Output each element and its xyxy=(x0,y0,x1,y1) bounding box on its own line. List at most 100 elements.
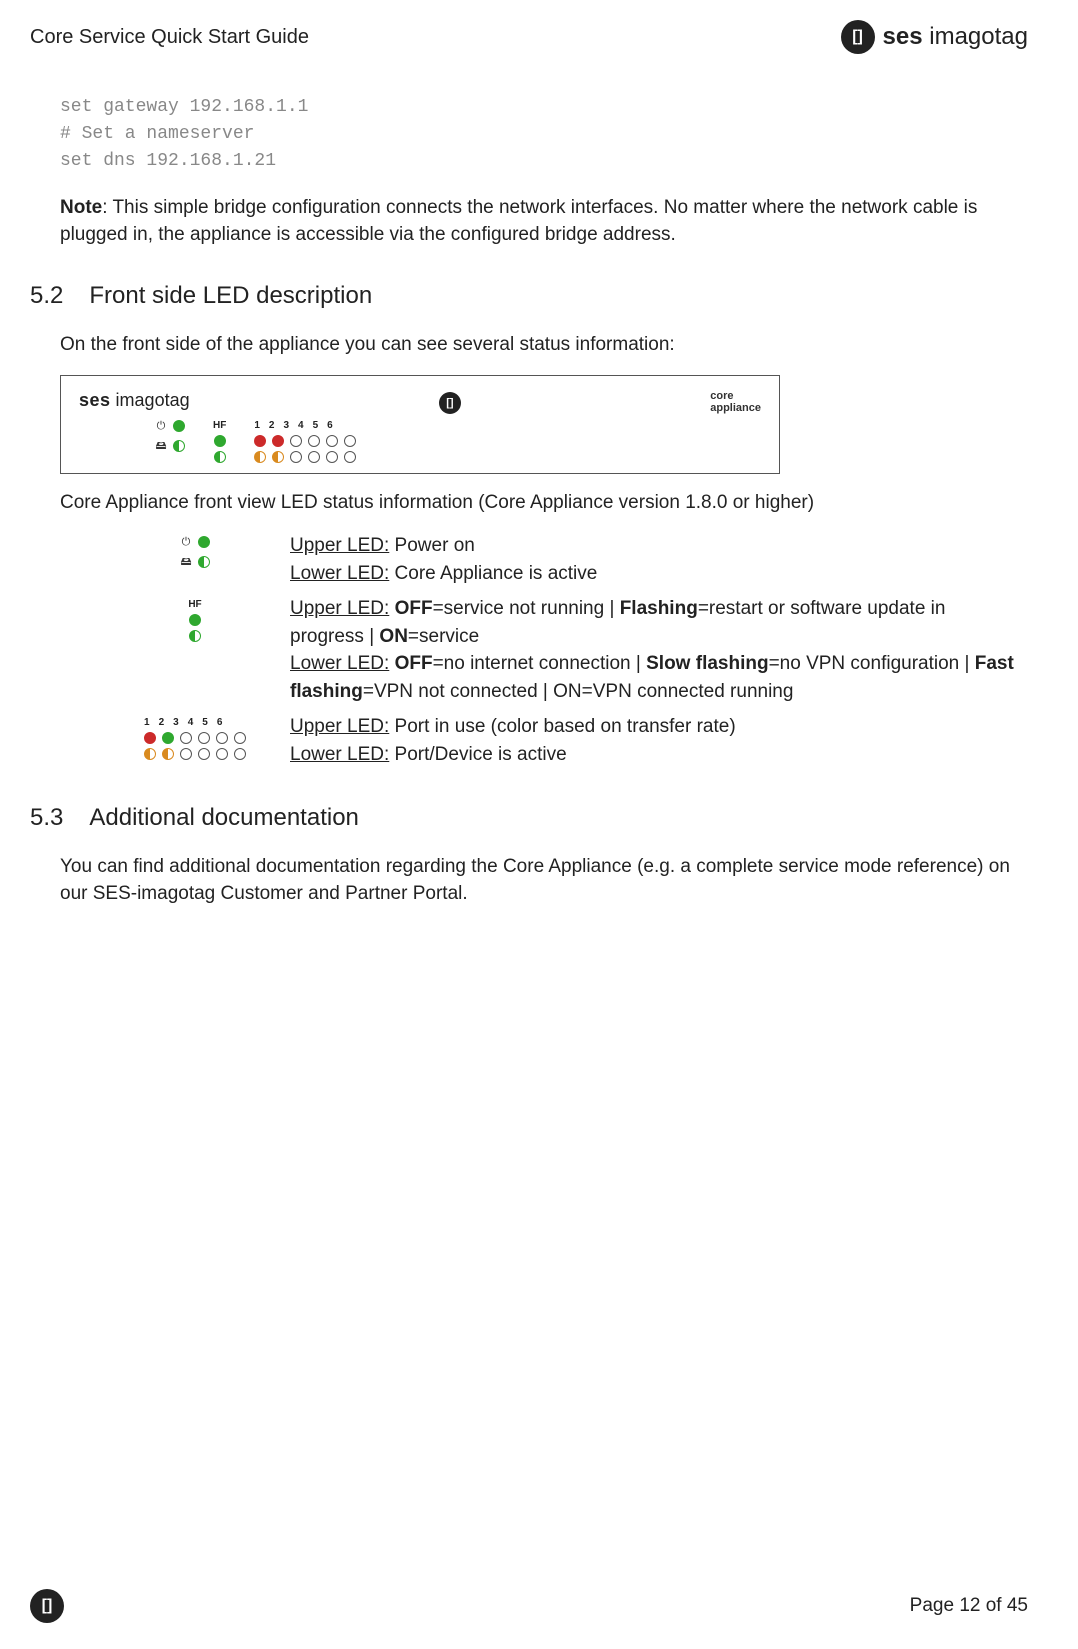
on-bold: ON xyxy=(379,626,408,647)
front-panel-diagram: ses imagotag [] core appliance ⏻ 🖴 xyxy=(60,375,780,474)
panel-brand-bold: ses xyxy=(79,390,111,410)
led-group-hf: HF xyxy=(213,420,226,463)
led-icon xyxy=(144,748,156,760)
led-icon xyxy=(198,748,210,760)
port-num: 5 xyxy=(313,420,319,431)
panel-brand-light: imagotag xyxy=(111,390,190,410)
code-line: set gateway 192.168.1.1 xyxy=(60,97,308,117)
code-line: set dns 192.168.1.21 xyxy=(60,151,276,171)
panel-caption: Core Appliance front view LED status inf… xyxy=(60,492,1018,514)
led-icon xyxy=(308,451,320,463)
led-icon xyxy=(198,536,210,548)
led-icon xyxy=(214,451,226,463)
off-bold: OFF xyxy=(395,598,433,619)
section-heading-5-2: 5.2 Front side LED description xyxy=(30,282,1018,310)
led-icon xyxy=(272,435,284,447)
port-num: 6 xyxy=(217,717,223,728)
panel-center-badge-icon: [] xyxy=(439,392,461,414)
led-icon xyxy=(308,435,320,447)
led-icon xyxy=(144,732,156,744)
core-line2: appliance xyxy=(710,402,761,414)
l-slow-bold: Slow flashing xyxy=(646,653,768,674)
led-icon xyxy=(254,451,266,463)
port-num: 3 xyxy=(173,717,179,728)
led-group-power: ⏻ 🖴 xyxy=(155,420,185,456)
led-icon xyxy=(173,440,185,452)
led-icon xyxy=(290,451,302,463)
led-row-icon: HF xyxy=(130,595,260,642)
lower-led-text: Port/Device is active xyxy=(389,744,566,765)
section-title: Additional documentation xyxy=(89,804,359,832)
led-icon xyxy=(162,732,174,744)
port-num: 4 xyxy=(298,420,304,431)
led-icon xyxy=(326,451,338,463)
led-row-power: ⏻ 🖴 Upper LED: Power on Lower LED: Core … xyxy=(130,532,1018,587)
page-footer: [] Page 12 of 45 xyxy=(30,1589,1028,1623)
note-paragraph: Note: This simple bridge configuration c… xyxy=(60,195,1018,248)
hf-label: HF xyxy=(188,599,201,610)
section-number: 5.2 xyxy=(30,282,63,310)
l-off-bold: OFF xyxy=(395,653,433,674)
upper-led-label: Upper LED: xyxy=(290,598,389,619)
lower-led-text: Core Appliance is active xyxy=(389,563,597,584)
led-icon xyxy=(162,748,174,760)
note-label: Note xyxy=(60,197,102,218)
power-icon: ⏻ xyxy=(180,536,192,549)
code-line: # Set a nameserver xyxy=(60,124,254,144)
port-num: 2 xyxy=(269,420,275,431)
led-icon xyxy=(234,732,246,744)
section-intro: On the front side of the appliance you c… xyxy=(60,332,1018,359)
panel-top-row: ses imagotag [] core appliance xyxy=(79,390,761,414)
page-header: Core Service Quick Start Guide [] ses im… xyxy=(30,20,1028,54)
logo-badge-icon: [] xyxy=(841,20,875,54)
port-num: 1 xyxy=(254,420,260,431)
led-icon xyxy=(344,451,356,463)
on-text: =service xyxy=(408,626,479,647)
lower-led-label: Lower LED: xyxy=(290,744,389,765)
led-row-ports: 1 2 3 4 5 6 xyxy=(130,713,1018,768)
led-row-desc: Upper LED: OFF=service not running | Fla… xyxy=(290,595,1018,705)
l-slow-text: =no VPN configuration | xyxy=(769,653,975,674)
led-icon xyxy=(290,435,302,447)
led-row-desc: Upper LED: Port in use (color based on t… xyxy=(290,713,1018,768)
led-icon xyxy=(180,732,192,744)
led-icon xyxy=(180,748,192,760)
footer-badge-icon: [] xyxy=(30,1589,64,1623)
flash-bold: Flashing xyxy=(620,598,698,619)
port-num: 4 xyxy=(188,717,194,728)
panel-core-label: core appliance xyxy=(710,390,761,414)
disk-icon: 🖴 xyxy=(155,437,167,456)
port-num: 1 xyxy=(144,717,150,728)
section-heading-5-3: 5.3 Additional documentation xyxy=(30,804,1018,832)
upper-led-label: Upper LED: xyxy=(290,535,389,556)
led-icon xyxy=(254,435,266,447)
led-icon xyxy=(216,732,228,744)
logo-light: imagotag xyxy=(923,23,1028,50)
core-line1: core xyxy=(710,390,761,402)
upper-led-text: Port in use (color based on transfer rat… xyxy=(389,716,735,737)
lower-led-label: Lower LED: xyxy=(290,653,389,674)
panel-brand: ses imagotag xyxy=(79,390,190,411)
disk-icon: 🖴 xyxy=(180,553,192,572)
port-num: 2 xyxy=(159,717,165,728)
port-num: 5 xyxy=(202,717,208,728)
code-block: set gateway 192.168.1.1 # Set a nameserv… xyxy=(60,94,1018,175)
upper-led-label: Upper LED: xyxy=(290,716,389,737)
led-icon xyxy=(344,435,356,447)
led-row-desc: Upper LED: Power on Lower LED: Core Appl… xyxy=(290,532,1018,587)
off-text: =service not running | xyxy=(433,598,620,619)
led-icon xyxy=(272,451,284,463)
port-num: 3 xyxy=(283,420,289,431)
hf-label: HF xyxy=(213,420,226,431)
led-description-table: ⏻ 🖴 Upper LED: Power on Lower LED: Core … xyxy=(130,532,1018,768)
lower-led-label: Lower LED: xyxy=(290,563,389,584)
logo-bold: ses xyxy=(883,23,923,50)
l-off-text: =no internet connection | xyxy=(433,653,647,674)
led-row-hf: HF Upper LED: OFF=service not running | … xyxy=(130,595,1018,705)
led-icon xyxy=(198,556,210,568)
led-icon xyxy=(216,748,228,760)
page-number: Page 12 of 45 xyxy=(910,1595,1028,1617)
note-text: : This simple bridge configuration conne… xyxy=(60,197,977,245)
led-row-icon: 1 2 3 4 5 6 xyxy=(130,713,260,760)
led-icon xyxy=(234,748,246,760)
